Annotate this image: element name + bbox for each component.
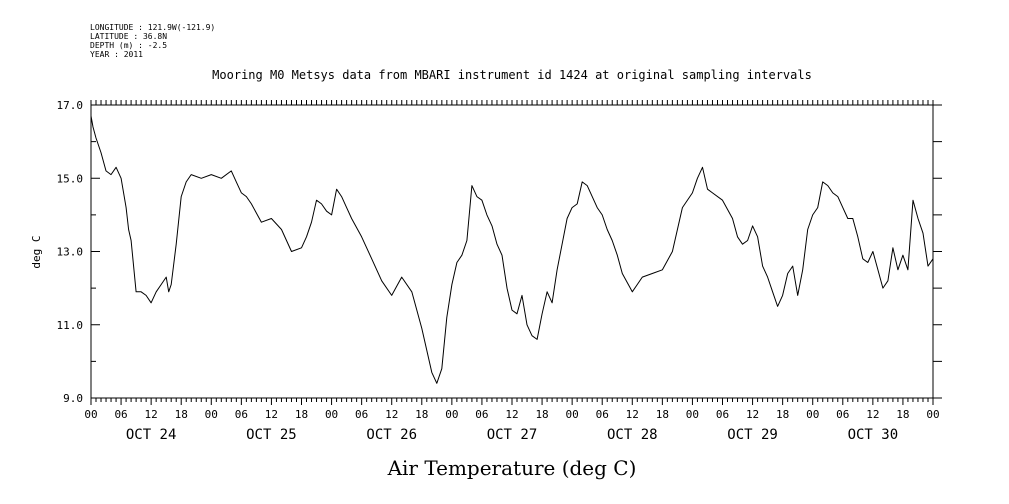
meta-line-depth: DEPTH (m) : -2.5 <box>90 41 167 50</box>
y-axis-label: deg C <box>30 235 43 268</box>
x-day-label: OCT 27 <box>487 427 538 443</box>
x-day-label: OCT 30 <box>848 427 899 443</box>
x-day-label: OCT 25 <box>246 427 297 443</box>
x-tick-label: 00 <box>84 408 97 421</box>
x-tick-label: 06 <box>836 408 849 421</box>
x-tick-label: 00 <box>926 408 939 421</box>
x-day-label: OCT 29 <box>727 427 778 443</box>
x-tick-label: 06 <box>235 408 248 421</box>
y-tick-label: 11.0 <box>57 319 84 332</box>
x-tick-label: 06 <box>114 408 127 421</box>
x-day-label: OCT 28 <box>607 427 658 443</box>
y-tick-label: 9.0 <box>63 392 83 405</box>
x-tick-label: 06 <box>475 408 488 421</box>
x-tick-label: 18 <box>535 408 548 421</box>
x-tick-label: 18 <box>656 408 669 421</box>
x-tick-label: 00 <box>566 408 579 421</box>
x-tick-label: 00 <box>205 408 218 421</box>
y-axis: 9.0 11.0 13.0 15.0 17.0 <box>57 99 942 405</box>
meta-line-year: YEAR : 2011 <box>90 50 143 59</box>
meta-line-latitude: LATITUDE : 36.8N <box>90 32 167 41</box>
series-group <box>90 115 934 384</box>
x-tick-label: 06 <box>716 408 729 421</box>
y-tick-label: 15.0 <box>57 172 84 185</box>
plot-frame <box>90 104 934 399</box>
y-tick-label: 17.0 <box>57 99 84 112</box>
x-axis-label: Air Temperature (deg C) <box>387 456 637 480</box>
x-tick-label: 18 <box>776 408 789 421</box>
metadata-block: LONGITUDE : 121.9W(-121.9) LATITUDE : 36… <box>90 23 215 59</box>
x-tick-label: 00 <box>445 408 458 421</box>
x-tick-label: 12 <box>385 408 398 421</box>
x-tick-label: 12 <box>626 408 639 421</box>
x-tick-label: 00 <box>325 408 338 421</box>
x-tick-label: 12 <box>145 408 158 421</box>
x-tick-label: 06 <box>355 408 368 421</box>
series-line <box>90 115 934 384</box>
x-tick-label: 00 <box>686 408 699 421</box>
x-tick-label: 12 <box>505 408 518 421</box>
meta-line-longitude: LONGITUDE : 121.9W(-121.9) <box>90 23 215 32</box>
x-tick-label: 18 <box>295 408 308 421</box>
x-axis: 00 06 12 18 00 06 12 18 00 06 12 18 00 06 12 18 00 06 12 18… <box>84 100 940 443</box>
x-tick-label: 18 <box>415 408 428 421</box>
x-tick-label: 12 <box>866 408 879 421</box>
x-tick-label: 00 <box>806 408 819 421</box>
x-tick-label: 06 <box>596 408 609 421</box>
x-day-label: OCT 26 <box>366 427 417 443</box>
x-tick-label: 12 <box>265 408 278 421</box>
x-tick-label: 18 <box>896 408 909 421</box>
x-day-label: OCT 24 <box>126 427 177 443</box>
x-tick-label: 12 <box>746 408 759 421</box>
chart-title: Mooring M0 Metsys data from MBARI instru… <box>212 68 812 82</box>
y-tick-label: 13.0 <box>57 246 84 259</box>
x-tick-label: 18 <box>175 408 188 421</box>
